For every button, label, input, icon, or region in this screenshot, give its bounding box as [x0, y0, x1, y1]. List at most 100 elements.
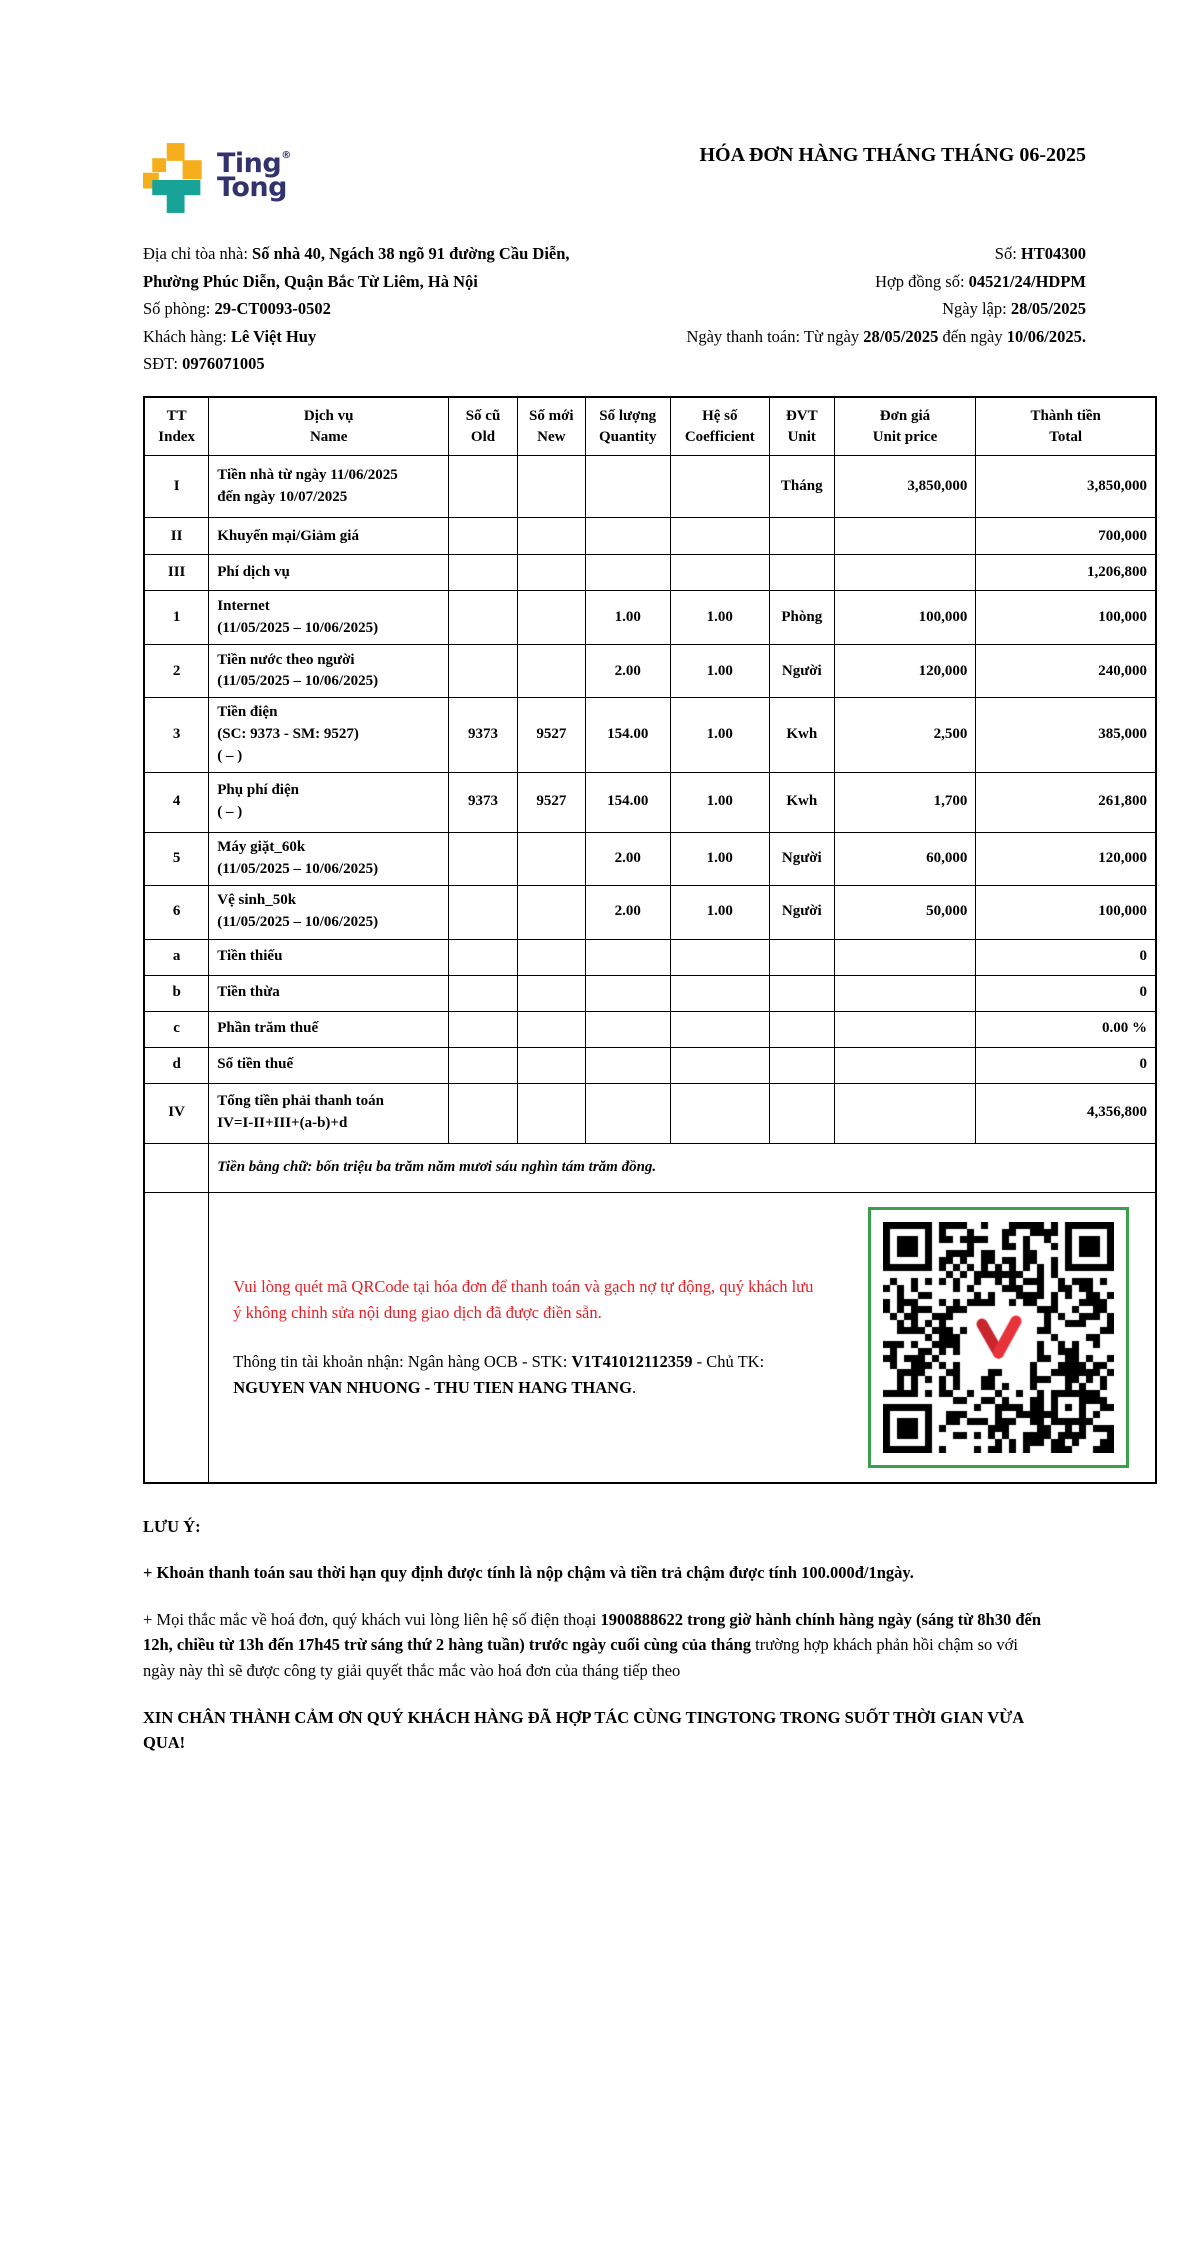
- table-cell: 100,000: [833, 590, 977, 646]
- table-cell: 0: [975, 1046, 1157, 1084]
- table-row-I: I Tiền nhà từ ngày 11/06/2025 đến ngày 10/…: [143, 455, 1157, 519]
- table-cell: 3,850,000: [833, 455, 977, 519]
- table-cell: [669, 974, 770, 1012]
- table-cell: 1.00: [669, 644, 770, 699]
- table-cell: [516, 517, 586, 556]
- table-cell: 1,206,800: [975, 554, 1157, 592]
- payment-cell: Vui lòng quét mã QRCode tại hóa đơn để t…: [208, 1191, 1157, 1484]
- empty-index-cell: [143, 1191, 210, 1484]
- invoice-header: Ting® Tong HÓA ĐƠN HÀNG THÁNG THÁNG 06-2…: [143, 136, 1086, 216]
- table-cell: [833, 1010, 977, 1048]
- table-cell: 3: [143, 697, 210, 773]
- table-row-II: II Khuyến mại/Giảm giá 700,000: [143, 517, 1157, 556]
- customer-name: Khách hàng: Lê Việt Huy: [143, 326, 317, 346]
- table-cell: [516, 590, 586, 646]
- logo-word-ting: Ting: [217, 148, 282, 179]
- table-cell: 9527: [516, 771, 586, 833]
- table-cell: [833, 1082, 977, 1144]
- table-cell: [768, 1082, 835, 1144]
- table-cell: 1: [143, 590, 210, 646]
- info-row-5: SĐT: 0976071005: [143, 350, 1086, 378]
- table-row-2: 2 Tiền nước theo người (11/05/2025 – 10/06…: [143, 644, 1157, 699]
- table-cell: Người: [768, 644, 835, 699]
- table-cell: [448, 1010, 518, 1048]
- room-number: Số phòng: 29-CT0093-0502: [143, 299, 331, 319]
- table-cell: [833, 554, 977, 592]
- table-header-row: TT Index Dịch vụ Name Số cũ Old Số mới New Số lư…: [143, 396, 1157, 457]
- table-row-d: d Số tiền thuế 0: [143, 1046, 1157, 1084]
- table-cell: 9373: [448, 771, 518, 833]
- table-cell: [584, 938, 671, 976]
- table-cell: 1.00: [669, 771, 770, 833]
- qr-code-frame: [868, 1206, 1129, 1468]
- column-header-8: Thành tiền Total: [975, 396, 1157, 457]
- table-cell: 0: [975, 974, 1157, 1012]
- notes-heading: LƯU Ý:: [143, 1516, 201, 1536]
- table-cell: 2.00: [584, 884, 671, 940]
- invoice-title: HÓA ĐƠN HÀNG THÁNG THÁNG 06-2025: [699, 144, 1086, 166]
- table-cell: [448, 884, 518, 940]
- payment-instructions: Vui lòng quét mã QRCode tại hóa đơn để t…: [233, 1274, 825, 1400]
- table-cell: [448, 1046, 518, 1084]
- table-row-a: a Tiền thiếu 0: [143, 938, 1157, 976]
- table-cell: Máy giặt_60k (11/05/2025 – 10/06/2025): [208, 831, 450, 886]
- table-cell: Tiền điện (SC: 9373 - SM: 9527)( – ): [208, 697, 450, 773]
- contract-number: Hợp đồng số: 04521/24/HDPM: [875, 271, 1086, 291]
- table-cell: a: [143, 938, 210, 976]
- table-row-4: 4 Phụ phí điện( – ) 9373 9527 154.00 1.00 Kwh 1…: [143, 771, 1157, 833]
- table-cell: [768, 1010, 835, 1048]
- info-row-2: Phường Phúc Diễn, Quận Bắc Từ Liêm, Hà N…: [143, 268, 1086, 296]
- table-cell: [516, 644, 586, 699]
- bank-account-info: Thông tin tài khoản nhận: Ngân hàng OCB …: [233, 1352, 765, 1397]
- info-row-1: Địa chỉ tòa nhà: Số nhà 40, Ngách 38 ngõ…: [143, 240, 1086, 268]
- table-cell: [516, 884, 586, 940]
- building-address-line1: Địa chỉ tòa nhà: Số nhà 40, Ngách 38 ngõ…: [143, 244, 570, 263]
- table-cell: Tổng tiền phải thanh toán IV=I-II+III+(a-…: [208, 1082, 450, 1144]
- column-header-3: Số mới New: [516, 396, 586, 457]
- table-cell: [448, 938, 518, 976]
- table-cell: 0: [975, 938, 1157, 976]
- column-header-0: TT Index: [143, 396, 210, 457]
- table-cell: [669, 517, 770, 556]
- table-cell: [584, 554, 671, 592]
- table-cell: 6: [143, 884, 210, 940]
- invoice-number: Số: HT04300: [994, 244, 1086, 263]
- table-cell: 0.00 %: [975, 1010, 1157, 1048]
- column-header-6: ĐVT Unit: [768, 396, 835, 457]
- table-row-6: 6 Vệ sinh_50k (11/05/2025 – 10/06/2025) 2.0…: [143, 884, 1157, 940]
- column-header-7: Đơn giá Unit price: [833, 396, 977, 457]
- info-row-4: Khách hàng: Lê Việt Huy Ngày thanh toán:…: [143, 323, 1086, 351]
- table-cell: 261,800: [975, 771, 1157, 833]
- table-cell: [768, 938, 835, 976]
- table-cell: [669, 455, 770, 519]
- table-cell: 100,000: [975, 590, 1157, 646]
- table-cell: 1.00: [669, 831, 770, 886]
- building-address-line2: Phường Phúc Diễn, Quận Bắc Từ Liêm, Hà N…: [143, 271, 478, 291]
- table-cell: [768, 974, 835, 1012]
- tingtong-logo: Ting® Tong: [143, 136, 291, 216]
- table-cell: 50,000: [833, 884, 977, 940]
- table-cell: Phụ phí điện( – ): [208, 771, 450, 833]
- table-cell: IV: [143, 1082, 210, 1144]
- column-header-2: Số cũ Old: [448, 396, 518, 457]
- table-cell: [448, 1082, 518, 1144]
- table-body: I Tiền nhà từ ngày 11/06/2025 đến ngày 10/…: [143, 455, 1157, 1144]
- table-cell: Phòng: [768, 590, 835, 646]
- table-cell: 1.00: [669, 697, 770, 773]
- table-cell: 60,000: [833, 831, 977, 886]
- hotline-note: + Mọi thắc mắc về hoá đơn, quý khách vui…: [143, 1609, 1041, 1680]
- table-cell: Tiền thiếu: [208, 938, 450, 976]
- table-cell: [669, 1010, 770, 1048]
- table-cell: [768, 1046, 835, 1084]
- table-cell: 3,850,000: [975, 455, 1157, 519]
- table-cell: III: [143, 554, 210, 592]
- table-cell: 4,356,800: [975, 1082, 1157, 1144]
- table-cell: [584, 1082, 671, 1144]
- table-cell: 120,000: [975, 831, 1157, 886]
- table-cell: d: [143, 1046, 210, 1084]
- amount-in-words: Tiền bằng chữ: bốn triệu ba trăm năm mươ…: [208, 1142, 1157, 1193]
- table-cell: [448, 644, 518, 699]
- table-cell: [584, 517, 671, 556]
- table-cell: b: [143, 974, 210, 1012]
